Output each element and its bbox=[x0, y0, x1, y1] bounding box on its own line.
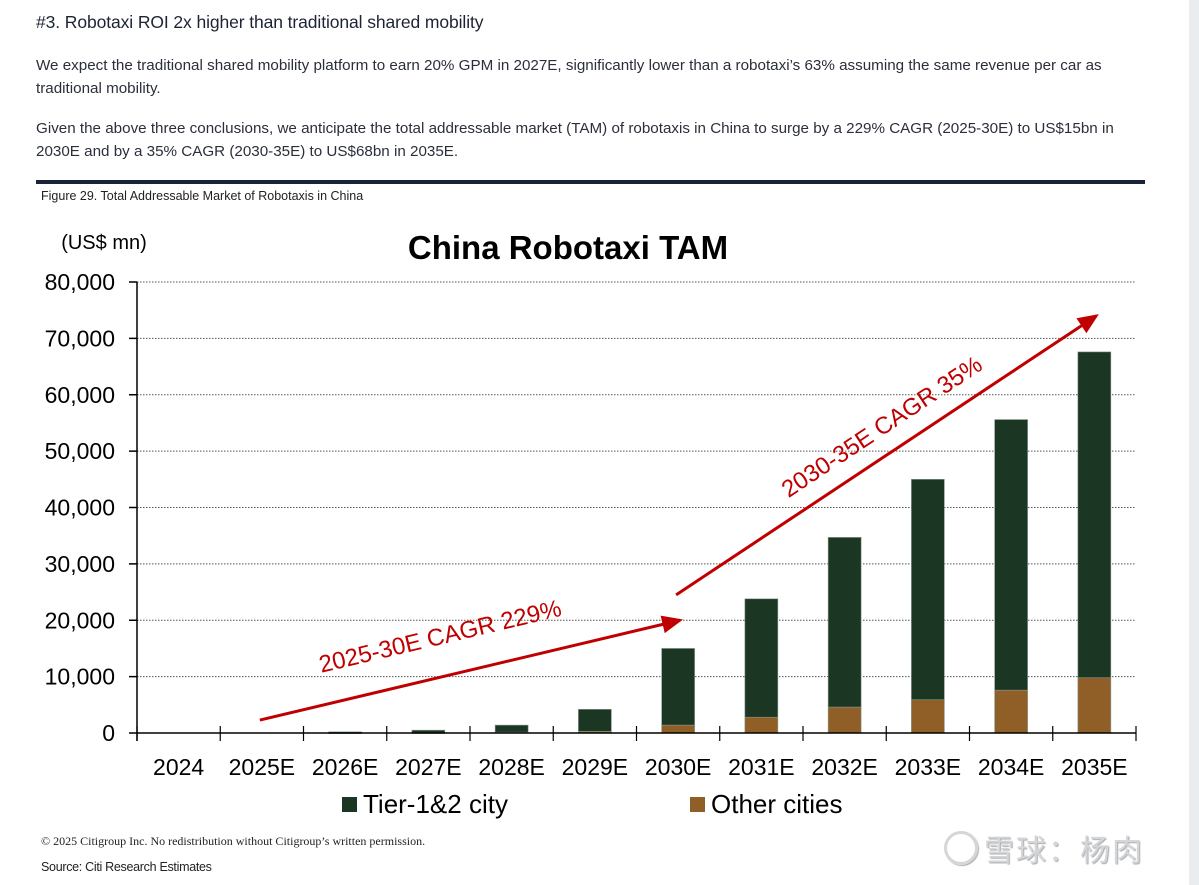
legend-label: Other cities bbox=[711, 789, 843, 819]
x-tick-label: 2026E bbox=[312, 754, 379, 780]
y-tick-label: 70,000 bbox=[45, 325, 115, 351]
bar-tier-1-2-city bbox=[494, 724, 529, 733]
paragraph-tam: Given the above three conclusions, we an… bbox=[36, 120, 1114, 160]
axes: 0 10,000 20,000 30,000 40,000 50,000 60,000 70,… bbox=[45, 269, 1137, 780]
y-axis-unit-label: (US$ mn) bbox=[61, 232, 147, 254]
y-tick-label: 40,000 bbox=[45, 495, 115, 521]
y-tick-label: 50,000 bbox=[45, 438, 115, 464]
legend-label: Tier-1&2 city bbox=[363, 789, 508, 819]
cagr-label: 2030-35E CAGR 35% bbox=[777, 351, 988, 503]
watermark: 雪球：杨肉 bbox=[944, 826, 1144, 870]
cagr-arrow bbox=[259, 615, 684, 722]
watermark-text: 雪球：杨肉 bbox=[984, 834, 1144, 869]
y-tick-label: 20,000 bbox=[45, 607, 115, 633]
bar-tier-1-2-city bbox=[911, 479, 945, 701]
legend-swatch bbox=[342, 797, 357, 812]
source-note: Source: Citi Research Estimates bbox=[41, 860, 212, 874]
cagr-label: 2025-30E CAGR 229% bbox=[316, 595, 564, 679]
y-tick-label: 30,000 bbox=[45, 551, 115, 577]
right-side-band bbox=[1189, 0, 1199, 885]
section-heading: #3. Robotaxi ROI 2x higher than traditio… bbox=[36, 12, 484, 32]
copyright-notice: © 2025 Citigroup Inc. No redistribution … bbox=[41, 834, 426, 848]
x-tick-label: 2025E bbox=[229, 754, 296, 780]
x-tick-label: 2033E bbox=[895, 754, 962, 780]
x-tick-label: 2027E bbox=[395, 754, 462, 780]
bar-tier-1-2-city bbox=[578, 709, 612, 732]
x-tick-label: 2035E bbox=[1061, 754, 1128, 780]
bars bbox=[328, 351, 1112, 734]
bar-other-cities bbox=[827, 706, 862, 734]
y-tick-label: 80,000 bbox=[45, 269, 115, 295]
bar-other-cities bbox=[1077, 677, 1112, 734]
chart-title: China Robotaxi TAM bbox=[408, 229, 728, 266]
y-tick-label: 0 bbox=[102, 720, 115, 746]
figure-title: Figure 29. Total Addressable Market of R… bbox=[41, 189, 364, 203]
x-tick-label: 2028E bbox=[478, 754, 545, 780]
x-tick-label: 2029E bbox=[562, 754, 629, 780]
y-tick-label: 10,000 bbox=[45, 664, 115, 690]
x-tick-label: 2034E bbox=[978, 754, 1045, 780]
tam-chart: China Robotaxi TAM (US$ mn) 0 10,000 20,00… bbox=[45, 229, 1137, 819]
y-tick-label: 60,000 bbox=[45, 382, 115, 408]
x-tick-label: 2030E bbox=[645, 754, 712, 780]
bar-other-cities bbox=[661, 724, 695, 734]
cagr-arrow bbox=[675, 314, 1099, 597]
bar-tier-1-2-city bbox=[827, 537, 862, 708]
bar-other-cities bbox=[744, 716, 779, 734]
snowball-logo-icon bbox=[944, 831, 978, 865]
bar-tier-1-2-city bbox=[1077, 351, 1112, 679]
gridlines bbox=[137, 281, 1136, 678]
x-tick-label: 2024 bbox=[153, 754, 204, 780]
legend: Tier-1&2 city Other cities bbox=[342, 789, 843, 819]
bar-other-cities bbox=[994, 689, 1028, 734]
legend-swatch bbox=[690, 797, 705, 812]
bar-tier-1-2-city bbox=[994, 419, 1028, 691]
bar-other-cities bbox=[911, 699, 945, 734]
paragraph-gpm: We expect the traditional shared mobilit… bbox=[36, 57, 1102, 97]
bar-tier-1-2-city bbox=[744, 598, 779, 718]
figure-divider bbox=[36, 180, 1145, 184]
x-tick-label: 2031E bbox=[728, 754, 795, 780]
x-tick-label: 2032E bbox=[811, 754, 878, 780]
bar-tier-1-2-city bbox=[661, 648, 695, 726]
